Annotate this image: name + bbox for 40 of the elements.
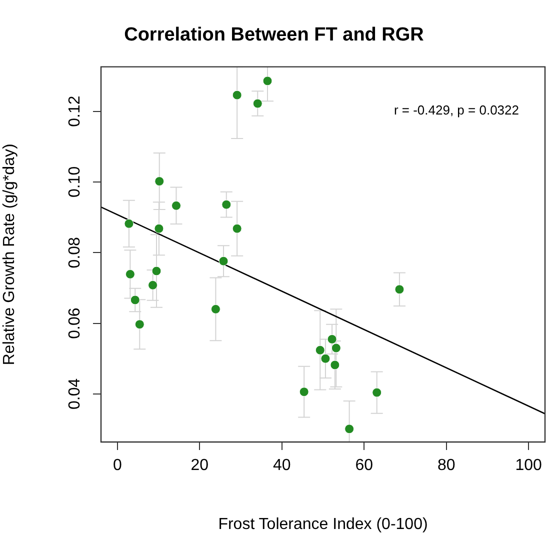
point bbox=[330, 360, 340, 370]
point bbox=[372, 388, 382, 398]
point bbox=[299, 387, 309, 397]
point bbox=[315, 345, 325, 355]
y-tick-label: 0.04 bbox=[66, 378, 84, 410]
y-tick-label: 0.10 bbox=[66, 166, 84, 198]
point bbox=[262, 76, 272, 86]
point bbox=[344, 424, 354, 434]
x-tick-label: 100 bbox=[515, 457, 542, 474]
x-axis-title: Frost Tolerance Index (0-100) bbox=[218, 516, 428, 533]
point bbox=[148, 280, 158, 290]
chart-title: Correlation Between FT and RGR bbox=[124, 24, 424, 46]
point bbox=[320, 354, 330, 364]
point bbox=[218, 256, 228, 266]
point bbox=[124, 218, 134, 228]
x-tick-label: 0 bbox=[112, 457, 122, 474]
x-tick-label: 80 bbox=[437, 457, 456, 474]
y-tick-label: 0.08 bbox=[66, 236, 84, 268]
point bbox=[252, 98, 262, 108]
point bbox=[327, 334, 337, 344]
point bbox=[210, 304, 220, 314]
x-tick-label: 60 bbox=[355, 457, 374, 474]
point bbox=[331, 343, 341, 353]
point bbox=[222, 200, 232, 210]
point bbox=[152, 266, 162, 276]
y-axis-title: Relative Growth Rate (g/g*day) bbox=[1, 144, 18, 366]
point bbox=[394, 284, 404, 294]
point bbox=[134, 320, 144, 330]
annotation: r = -0.429, p = 0.0322 bbox=[394, 102, 519, 118]
point bbox=[130, 295, 140, 305]
y-tick-label: 0.12 bbox=[66, 96, 84, 127]
point bbox=[125, 269, 135, 279]
x-tick-label: 20 bbox=[190, 457, 209, 474]
point bbox=[171, 200, 181, 210]
point bbox=[232, 90, 242, 100]
point bbox=[232, 224, 242, 234]
point bbox=[154, 224, 164, 234]
y-tick-label: 0.06 bbox=[66, 308, 84, 339]
point bbox=[154, 176, 164, 186]
x-tick-label: 40 bbox=[272, 457, 291, 474]
